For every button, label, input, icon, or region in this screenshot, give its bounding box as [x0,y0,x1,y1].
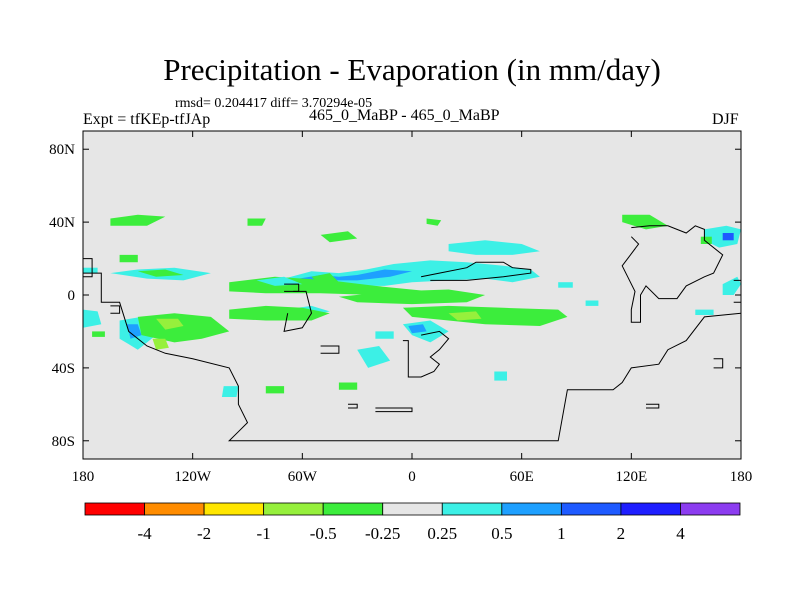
x-tick-label: 60W [288,469,318,485]
colorbar-swatch [322,502,384,516]
colorbar-label: 1 [557,524,566,543]
contour-region [247,218,266,226]
x-tick-label: 120W [174,469,212,485]
contour-region [83,267,98,274]
coastline [733,279,741,303]
y-tick-label: 40S [52,361,75,377]
coastline [110,305,121,314]
colorbar-swatch [441,502,503,516]
contour-region [110,214,166,226]
contour-region [402,305,568,326]
x-tick-label: 180 [72,469,95,485]
colorbar-swatch [382,502,443,516]
land-outlines [83,225,741,442]
contour-region [408,324,427,334]
contour-region [585,300,599,306]
colorbar-label: 4 [676,524,685,543]
contour-region [558,282,573,288]
experiment-label: Expt = tfKEp-tfJAp [83,111,211,128]
colorbar-label: -0.25 [365,524,400,543]
contour-region [320,231,358,243]
contour-region [92,331,105,337]
y-tick-label: 80S [52,434,75,450]
contour-region [265,386,285,394]
contour-region [722,276,741,295]
x-tick-label: 120E [615,469,647,485]
colorbar-label: 2 [617,524,626,543]
colorbar-swatch [144,502,205,516]
colorbar-swatch [263,502,324,516]
colorbar-swatch [84,502,145,516]
contour-region [152,338,169,350]
contour-region [494,371,507,381]
coastline [621,225,724,323]
contour-region [338,289,486,305]
contour-region [375,331,394,339]
contour-region [274,260,540,288]
coastline [646,403,660,409]
y-tick-label: 80N [49,142,75,158]
coastline [283,290,313,333]
contour-region [229,305,330,321]
colorbar-label: -4 [137,524,152,543]
contour-region [338,382,358,390]
contour-region [695,309,714,315]
contour-region [156,318,184,330]
contour-region [311,273,339,283]
contour-region [448,240,540,255]
contour-region [700,236,712,244]
season-label: DJF [712,111,739,128]
y-tick-label: 40N [49,215,75,231]
x-tick-label: 180 [730,469,753,485]
stats-label: rmsd= 0.204417 diff= 3.70294e-05 [175,96,373,111]
coastline [713,358,724,369]
contour-region [722,233,734,241]
coastline [320,345,340,354]
colorbar-swatch [560,502,622,516]
y-tick-label: 0 [68,288,76,304]
colorbar-label: -0.5 [310,524,337,543]
coastline [402,330,450,378]
x-tick-label: 60E [510,469,534,485]
colorbar-swatch [501,502,562,516]
colorbar-label: -2 [197,524,211,543]
coastline [83,258,93,278]
coastline [375,407,413,413]
contour-fields [83,214,741,397]
colorbar-swatch [680,502,741,516]
contour-region [221,386,239,397]
contour-region [357,346,391,368]
x-tick-label: 0 [408,469,416,485]
axis-ticks: 180 120W 60W 0 60E 120E 180 80N 40N 0 40S 80S [49,131,752,485]
coastline [348,403,358,409]
contour-region [126,324,142,339]
colorbar-swatch [620,502,681,516]
coastline [83,272,741,442]
contour-region [119,254,138,263]
period-label: 465_0_MaBP - 465_0_MaBP [309,107,500,124]
contour-region [137,269,184,277]
contour-region [448,311,482,321]
colorbar-swatch [203,502,265,516]
coastline [421,261,532,281]
colorbar-label: -1 [257,524,271,543]
colorbar-label: 0.5 [491,524,512,543]
colorbar-label: 0.25 [427,524,457,543]
chart-title: Precipitation - Evaporation (in mm/day) [163,52,661,87]
colorbar: -4 -2 -1 -0.5 -0.25 0.25 0.5 1 2 4 [84,502,741,543]
contour-region [426,218,442,226]
coastline [284,283,300,292]
contour-region [83,309,102,328]
